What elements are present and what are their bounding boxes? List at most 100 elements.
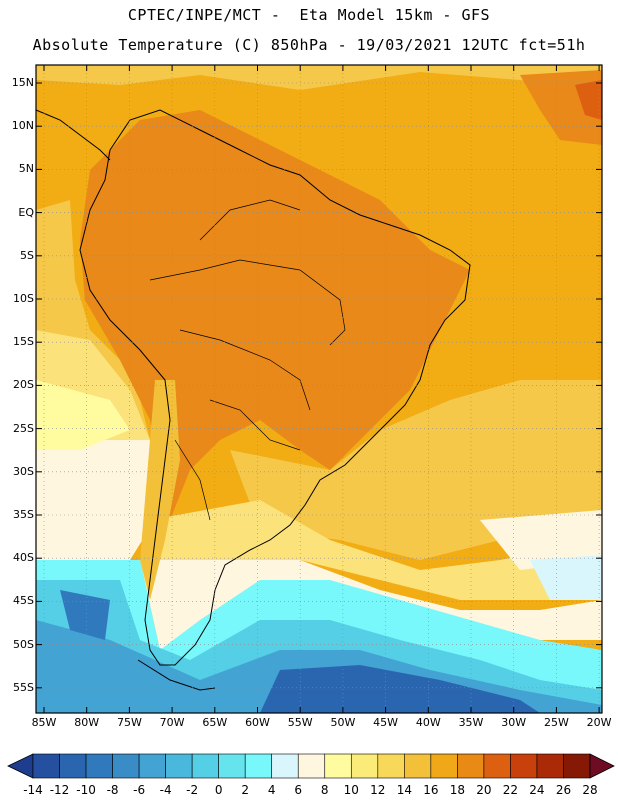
field-pacific-cooler [36,440,155,560]
lon-label: 50W [330,716,356,729]
lat-label: 15N [11,76,34,89]
lon-label: 40W [415,716,441,729]
colorbar-label: -12 [49,783,70,797]
colorbar-label: 12 [370,783,386,797]
lon-label: 70W [159,716,185,729]
tierra-del-fuego-coast [137,659,216,691]
border-5 [174,439,211,521]
south-america-coast [79,109,471,666]
lat-label: 35S [13,508,34,521]
lat-label: 55S [13,680,34,694]
field-northeast-hotter [575,80,602,120]
lon-label: 75W [116,716,142,729]
colorbar-label: -6 [133,783,146,797]
field-north-sea [36,65,602,90]
graticule [36,65,602,713]
lon-label: 20W [586,716,612,729]
lat-label: 10N [11,119,34,133]
axis-ticks [36,65,602,713]
colorbar-label: -10 [76,783,96,797]
colorbar-left-arrow [7,753,34,779]
lon-label: 55W [287,716,313,729]
lat-label: 5N [18,162,34,176]
colorbar-box [536,753,564,779]
colorbar-label: 16 [423,783,439,797]
colorbar-label: 24 [529,783,545,797]
colorbar-box [350,753,379,779]
colorbar-right-arrow [589,753,615,779]
lat-label: 25S [13,421,34,435]
colorbar-box [377,753,405,779]
colorbar-label: 4 [267,783,276,797]
lat-label: 40S [13,551,34,565]
colorbar-box [59,753,87,779]
central-america-coast [35,109,111,161]
lat-label: 5S [20,248,34,262]
colorbar-box [430,753,458,779]
lon-label: 30W [501,716,527,729]
colorbar-label: 6 [294,783,303,797]
map-frame [35,64,603,714]
lat-label: 45S [13,594,34,608]
field-amazon-hot [190,230,340,360]
lat-label: 30S [13,464,34,478]
colorbar-box [563,753,591,779]
lon-label: 35W [458,716,484,729]
lon-label: 25W [543,716,569,729]
colorbar-label: 0 [214,783,223,797]
lon-label: 85W [31,716,57,729]
colorbar-box [483,753,511,779]
colorbar-box [457,753,485,779]
colorbar-label: 18 [449,783,466,797]
colorbar-label: -8 [106,783,119,797]
lat-label: 50S [13,637,34,651]
field-east-cold-patch [530,555,602,600]
lon-label: 45W [373,716,399,729]
border-4 [209,399,301,451]
field-andes-streak [140,380,180,600]
colorbar-box [324,753,352,779]
field-east-cool-patch [480,510,602,570]
lat-label: EQ [18,205,34,219]
colorbar-box [138,753,166,779]
colorbar-label: 26 [555,783,572,797]
border-2 [179,329,311,411]
colorbar-box [271,753,299,779]
colorbar-box [297,753,326,779]
field-south-mild [150,500,602,600]
lon-label: 80W [74,716,100,729]
colorbar-label: -4 [159,783,172,797]
lon-label: 60W [245,716,270,729]
colorbar-label: 28 [582,783,598,797]
colorbar-box [112,753,140,779]
colorbar-box [218,753,246,779]
colorbar-box [244,753,273,779]
lat-label: 20S [13,378,34,392]
colorbar-label: -14 [23,783,43,797]
colorbar-label: 20 [476,783,492,797]
colorbar-box [32,753,60,779]
colorbar-box [404,753,432,779]
colorbar-label: 22 [502,783,519,797]
colorbar-label: 8 [320,783,329,797]
colorbar-label: -2 [186,783,199,797]
colorbar-label: 14 [396,783,412,797]
temperature-field [36,65,602,713]
field-pacific-yellow [36,380,130,450]
coastlines [35,109,471,691]
colorbar-box [165,753,193,779]
colorbar-box [510,753,538,779]
colorbar [7,753,615,779]
colorbar-label: 2 [241,783,249,797]
lat-label: 15S [13,335,34,349]
lat-label: 10S [13,292,34,305]
colorbar-box [191,753,219,779]
lon-label: 65W [202,716,228,729]
map-title-line-1: CPTEC/INPE/MCT - Eta Model 15km - GFS [127,6,491,24]
map-title-line-2: Absolute Temperature (C) 850hPa - 19/03/… [32,36,586,54]
colorbar-label: 10 [343,783,359,797]
field-west-cold-patch [60,590,110,640]
field-coldest-ocean [260,665,540,713]
colorbar-box [85,753,113,779]
